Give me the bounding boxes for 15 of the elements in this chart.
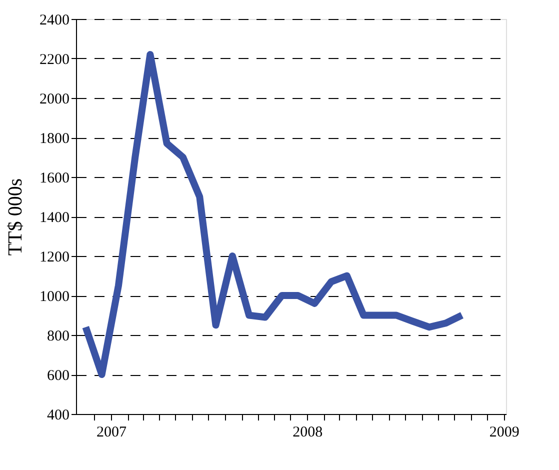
x-tick-label: 2008 <box>292 424 323 440</box>
y-tick-label: 1200 <box>40 250 70 266</box>
y-tick-label: 2200 <box>40 52 70 68</box>
y-axis-title: TT$ 000s <box>4 178 26 256</box>
y-tick-label: 1600 <box>40 170 70 186</box>
y-tick-label: 1800 <box>40 131 70 147</box>
x-tick-label: 2009 <box>489 424 520 440</box>
y-tick-label: 2000 <box>40 92 70 108</box>
y-tick-label: 1400 <box>40 210 70 226</box>
y-tick-label: 2400 <box>40 12 70 28</box>
x-tick-label: 2007 <box>96 424 127 440</box>
y-tick-label: 800 <box>47 328 70 344</box>
y-tick-label: 1000 <box>40 289 70 305</box>
y-tick-label: 600 <box>47 368 70 384</box>
y-tick-label: 400 <box>47 408 70 424</box>
